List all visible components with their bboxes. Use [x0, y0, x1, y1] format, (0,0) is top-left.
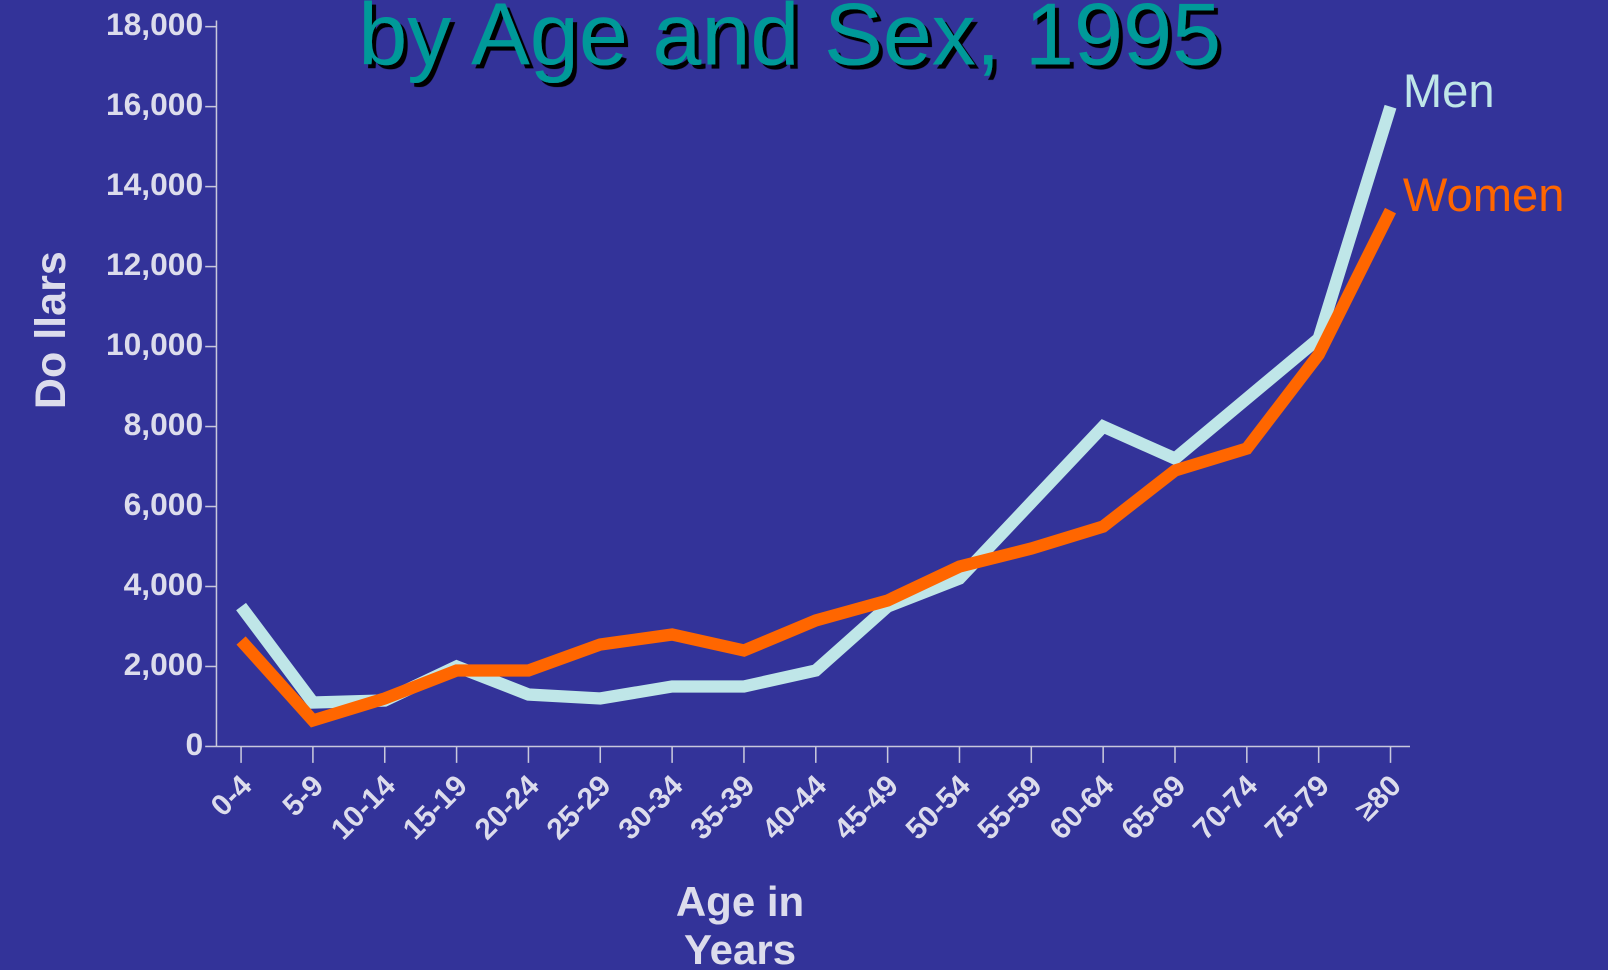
x-tick-label: 50-54 [900, 769, 977, 846]
x-tick-label: 30-34 [612, 769, 689, 846]
x-tick-label: 75-79 [1259, 769, 1336, 846]
line-0 [236, 104, 1397, 709]
x-tick-label: 25-29 [540, 769, 617, 846]
x-tick-label: 60-64 [1043, 769, 1120, 846]
series-label: Women [1403, 168, 1565, 221]
y-tick-label: 10,000 [106, 326, 203, 362]
y-tick-label: 2,000 [124, 646, 204, 682]
y-tick-label: 12,000 [106, 246, 203, 282]
y-axis-label: Do llars [27, 251, 75, 409]
x-tick-label: ≥80 [1350, 769, 1408, 827]
x-tick-label: 65-69 [1115, 769, 1192, 846]
chart-title: by Age and Sex, 1995 [358, 0, 1221, 83]
x-tick-label: 55-59 [971, 769, 1048, 846]
series-label: Men [1403, 64, 1495, 117]
x-tick-label: 70-74 [1187, 769, 1264, 846]
y-tick-label: 16,000 [106, 86, 203, 122]
x-tick-label: 45-49 [828, 769, 905, 846]
y-tick-label: 14,000 [106, 166, 203, 202]
y-tick-label: 4,000 [124, 566, 204, 602]
x-tick-label: 35-39 [684, 769, 761, 846]
line-1 [236, 207, 1397, 728]
x-tick-label: 5-9 [276, 769, 330, 823]
x-tick-label: 20-24 [469, 769, 546, 846]
x-tick-label: 40-44 [756, 769, 833, 846]
y-tick-label: 0 [185, 726, 203, 762]
x-axis-label: Age in Years [675, 878, 805, 970]
y-tick-label: 18,000 [106, 6, 203, 42]
x-tick-label: 15-19 [397, 769, 474, 846]
y-tick-label: 6,000 [124, 486, 204, 522]
y-tick-label: 8,000 [124, 406, 204, 442]
x-tick-label: 10-14 [325, 769, 402, 846]
x-tick-label: 0-4 [205, 769, 259, 823]
